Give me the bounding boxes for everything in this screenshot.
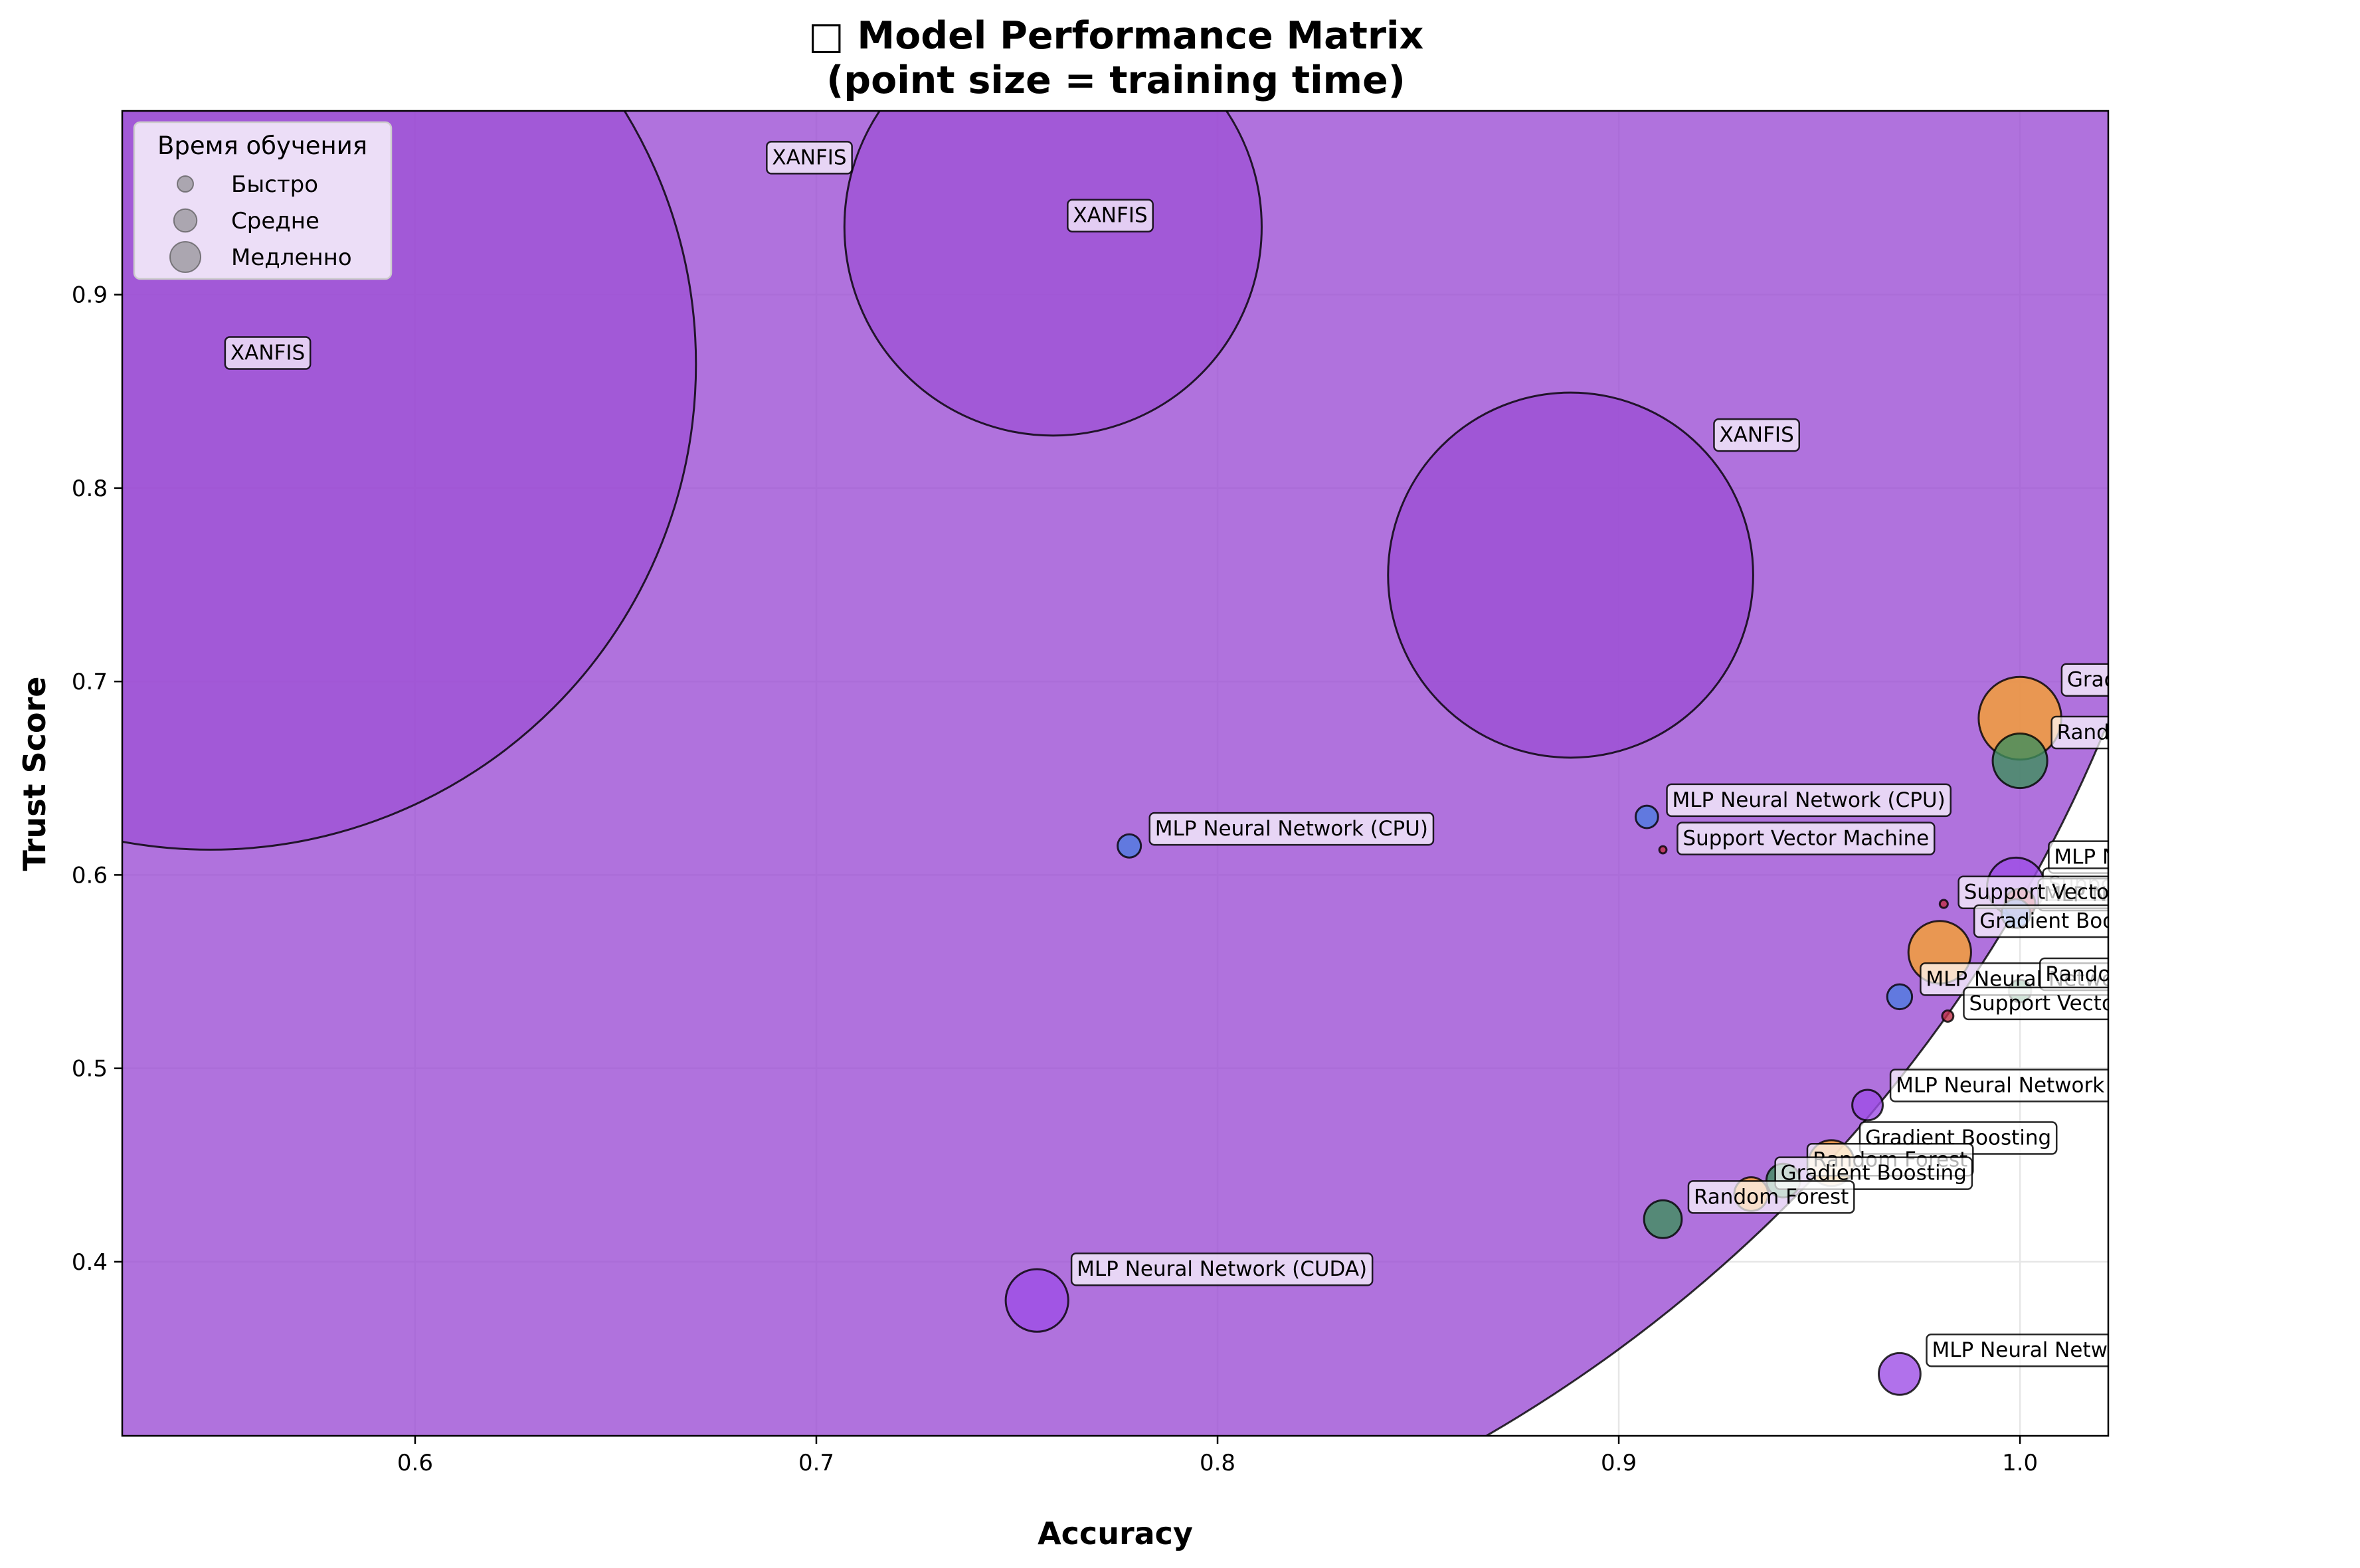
annotation-box [224,336,312,370]
point-annotation: MLP Neural Network (CUDA) [1926,1333,2223,1367]
point-annotation: Random Forest [2050,715,2212,750]
point-annotation: MLP Neural Network (CPU) [1148,812,1435,846]
x-tick-label: 0.9 [1601,1450,1637,1476]
annotation-box [2039,957,2108,992]
plot-frame [121,110,2110,1437]
annotation-box [1889,1069,2108,1102]
annotation-label: MLP Neural Network (CUDA) [1932,1338,2223,1362]
point-annotation: Support Vector Machine [1677,822,1936,855]
data-point [1851,1089,1884,1122]
data-point [1991,732,2048,790]
annotation-box [1687,1180,1855,1214]
legend-marker [177,175,194,193]
point-annotation: MLP Neural Network (CPU) [1666,783,1952,818]
annotation-box [1713,418,1801,452]
annotation-box [2050,715,2108,750]
annotation-box [1666,783,1952,818]
data-point [1941,1009,1955,1023]
annotation-label: Support Vector Machine [1964,881,2211,905]
annotation-label: Random Forest [2057,721,2212,744]
annotation-label: MLP Neural Network (CUDA) [1077,1257,1367,1281]
point-annotation: XANFIS [1067,199,1154,232]
point-annotation: XANFIS [224,336,312,370]
legend-marker [173,208,198,233]
annotation-box [1973,904,2108,938]
data-point [1643,1199,1683,1239]
point-annotation: Gradient Boosting [1859,1121,2058,1155]
point-annotation: MLP Neural Network (CUDA) [2048,840,2344,874]
point-annotation: Support Vector Machine [1963,986,2215,1021]
x-tick-label: 0.8 [1200,1450,1235,1476]
legend-marker [169,240,202,274]
annotation-label: Gradient Boosting [2067,668,2253,692]
annotation-label: XANFIS [772,145,846,169]
y-tick-label: 0.4 [72,1249,108,1276]
annotation-label: XANFIS [230,341,305,365]
annotation-label: MLP Neural Network (CPU) [1673,788,1946,812]
x-tick-label: 0.7 [798,1450,834,1476]
data-point [1886,983,1914,1011]
x-axis-label: Accuracy [1038,1516,1193,1551]
annotation-box [2060,663,2108,697]
legend: Время обучения Быстро Средне Медленно [133,121,393,280]
data-point [1634,804,1659,829]
data-point [1877,1351,1922,1396]
y-axis-ticks: 0.4 0.5 0.6 0.7 0.8 0.9 [72,282,122,1276]
annotation-label: Random Forest [1694,1185,1849,1209]
x-axis-ticks: 0.6 0.7 0.8 0.9 1.0 [397,1436,2038,1476]
annotation-box [1677,822,1936,855]
data-point [1117,833,1142,859]
annotation-box [1148,812,1435,846]
annotation-label: MLP Neural Network (CUDA) [1896,1073,2186,1097]
y-tick-label: 0.9 [72,282,108,309]
data-point [1938,899,1949,909]
point-annotation: Random Forest [1687,1180,1855,1214]
point-annotation: Gradient Boosting [1973,904,2165,938]
x-tick-label: 1.0 [2002,1450,2038,1476]
point-annotation: XANFIS [766,141,853,175]
annotation-box [2048,840,2108,874]
annotation-box [1067,199,1154,232]
data-point [843,111,1263,437]
annotation-label: Gradient Boosting [1979,909,2165,933]
data-point [1387,391,1754,759]
legend-frame [133,121,393,280]
data-point [1658,845,1668,855]
annotation-label: MLP Neural Network (CPU) [1155,817,1428,841]
legend-item-label: Медленно [231,244,352,271]
y-tick-label: 0.8 [72,476,108,502]
annotation-box [1963,986,2108,1021]
point-annotation: XANFIS [1713,418,1801,452]
chart-subtitle: (point size = training time) [826,58,1406,102]
point-annotation: MLP Neural Network (CUDA) [1889,1069,2186,1102]
point-annotation: MLP Neural Network (CUDA) [1070,1252,1374,1286]
point-annotations: XANFIS XANFIS XANFIS XANFIS Gradient Boostin… [224,141,2344,1367]
y-tick-label: 0.7 [72,669,108,695]
y-tick-label: 0.5 [72,1056,108,1083]
data-point [122,111,697,851]
data-points [122,111,2108,1436]
legend-title: Время обучения [157,131,367,160]
legend-item-label: Быстро [231,171,318,198]
y-tick-label: 0.6 [72,862,108,889]
annotation-label: Random Forest [2045,962,2200,986]
data-point [1004,1268,1069,1333]
legend-item-label: Средне [231,208,319,234]
annotation-box [766,141,853,175]
chart-title: □ Model Performance Matrix [808,14,1424,58]
x-tick-label: 0.6 [397,1450,433,1476]
annotation-label: MLP Neural Network (CUDA) [2054,845,2344,869]
point-annotation: Gradient Boosting [2060,663,2253,697]
point-annotation: Random Forest [2039,957,2200,992]
annotation-label: Support Vector Machine [1969,992,2215,1015]
annotation-label: Support Vector Machine [1682,827,1929,851]
y-axis-label: Trust Score [17,676,52,871]
annotation-box [1070,1252,1374,1286]
annotation-label: XANFIS [1719,423,1793,447]
annotation-box [1926,1333,2108,1367]
annotation-label: XANFIS [1073,204,1147,228]
